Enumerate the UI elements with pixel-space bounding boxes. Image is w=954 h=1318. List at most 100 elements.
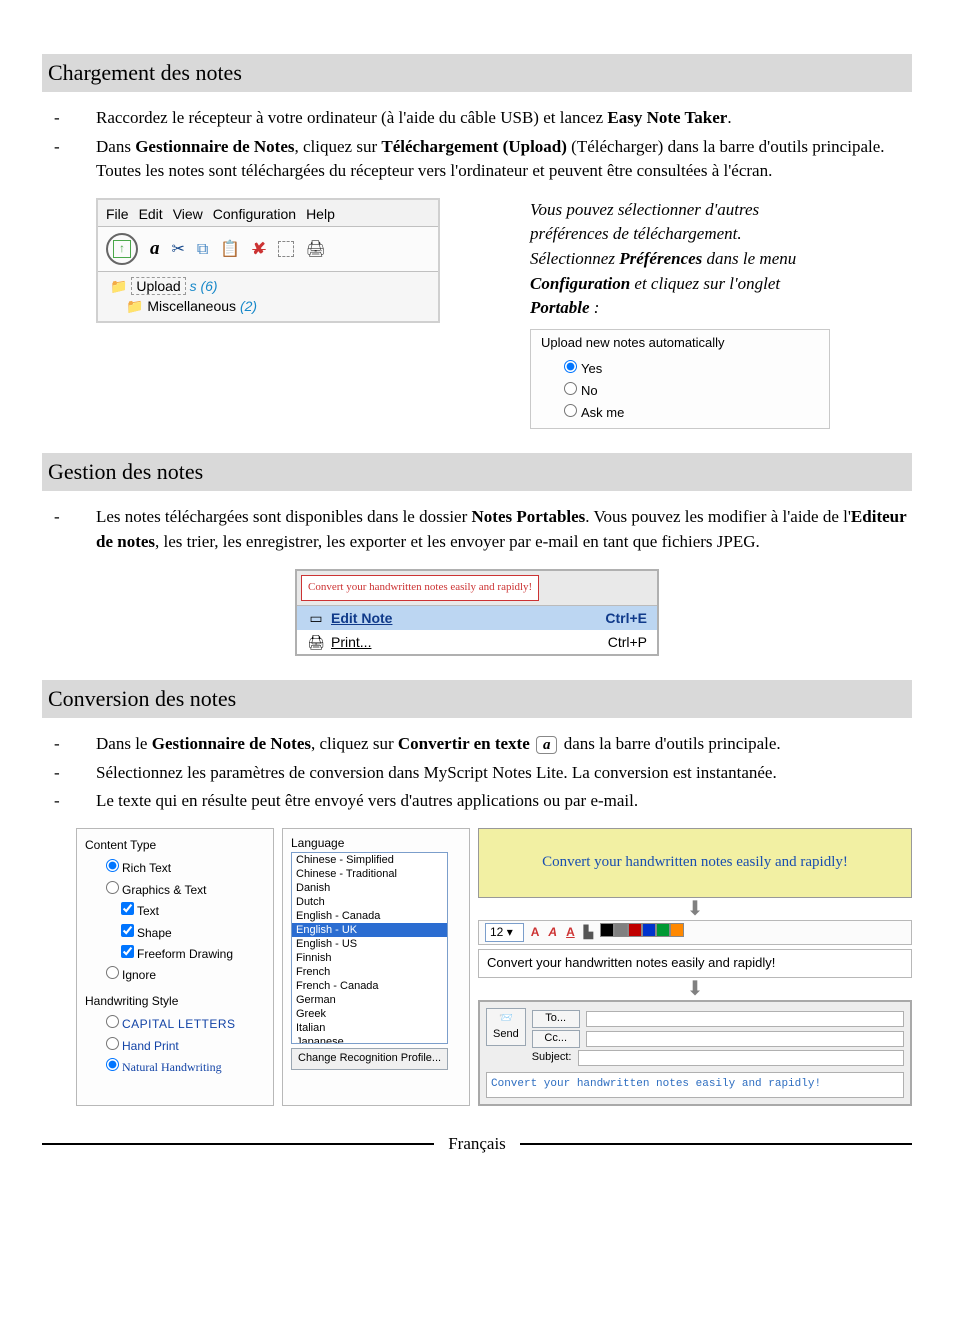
language-option[interactable]: Finnish [292, 951, 447, 965]
print-icon: 🖨 [307, 632, 325, 652]
radio-input[interactable] [564, 404, 577, 417]
select-value: 12 [490, 925, 503, 939]
cc-button[interactable]: Cc... [532, 1030, 580, 1048]
color-swatch[interactable] [656, 923, 670, 937]
option-label: Hand Print [122, 1039, 179, 1053]
cc-input[interactable] [586, 1031, 904, 1047]
cut-icon[interactable]: ✂ [172, 238, 185, 261]
email-body[interactable]: Convert your handwritten notes easily an… [486, 1072, 904, 1098]
change-profile-button[interactable]: Change Recognition Profile... [291, 1048, 448, 1070]
menu-edit[interactable]: Edit [139, 204, 163, 224]
option-label: Shape [137, 926, 172, 940]
language-option[interactable]: English - Canada [292, 909, 447, 923]
print-icon[interactable]: 🖨 [306, 238, 326, 261]
radio-yes[interactable]: Yes [559, 357, 819, 379]
fontsize-select[interactable]: 12 ▾ [485, 923, 524, 942]
bullet-list: Les notes téléchargées sont disponibles … [42, 505, 912, 554]
language-listbox[interactable]: Chinese - SimplifiedChinese - Traditiona… [291, 852, 448, 1044]
language-option[interactable]: Greek [292, 1007, 447, 1021]
text: Portable [530, 298, 590, 317]
color-swatch[interactable] [670, 923, 684, 937]
underline-a-icon[interactable]: A [564, 924, 577, 941]
color-swatch[interactable] [600, 923, 614, 937]
language-option[interactable]: Dutch [292, 895, 447, 909]
document-page: Chargement des notes Raccordez le récept… [2, 0, 952, 1177]
language-option[interactable]: Italian [292, 1021, 447, 1035]
list-item: Sélectionnez les paramètres de conversio… [42, 761, 912, 786]
section-heading: Gestion des notes [42, 453, 912, 491]
menu-help[interactable]: Help [306, 204, 335, 224]
menu-configuration[interactable]: Configuration [213, 204, 296, 224]
menu-file[interactable]: File [106, 204, 129, 224]
text: Gestionnaire de Notes [135, 137, 294, 156]
language-option[interactable]: English - UK [292, 923, 447, 937]
option-capital[interactable]: CAPITAL LETTERS [101, 1012, 265, 1033]
radio-input[interactable] [564, 382, 577, 395]
menu-shortcut: Ctrl+P [589, 632, 647, 652]
menu-view[interactable]: View [173, 204, 203, 224]
section-heading: Chargement des notes [42, 54, 912, 92]
radio-input[interactable] [106, 881, 119, 894]
text: Configuration [530, 274, 630, 293]
tree-label: Upload [131, 277, 185, 295]
select-icon[interactable] [278, 241, 294, 257]
to-button[interactable]: To... [532, 1010, 580, 1028]
converted-text: Convert your handwritten notes easily an… [478, 949, 912, 978]
send-button[interactable]: 📨Send [486, 1008, 526, 1046]
group-heading: Handwriting Style [85, 993, 265, 1010]
language-option[interactable]: Chinese - Traditional [292, 867, 447, 881]
delete-icon[interactable]: ✘ [252, 238, 265, 261]
radio-input[interactable] [106, 966, 119, 979]
language-option[interactable]: Japanese [292, 1035, 447, 1044]
option-ignore[interactable]: Ignore [101, 963, 265, 984]
radio-input[interactable] [106, 859, 119, 872]
radio-input[interactable] [564, 360, 577, 373]
checkbox-input[interactable] [121, 902, 134, 915]
highlight-icon[interactable]: ▙ [582, 924, 595, 941]
bold-a-icon[interactable]: A [529, 924, 542, 941]
subject-input[interactable] [578, 1050, 904, 1066]
convert-icon[interactable]: a [150, 235, 160, 263]
paste-icon[interactable]: 📋 [220, 238, 240, 261]
language-option[interactable]: Danish [292, 881, 447, 895]
text: Convertir en texte [398, 734, 530, 753]
radio-input[interactable] [106, 1058, 119, 1071]
language-option[interactable]: English - US [292, 937, 447, 951]
checkbox-input[interactable] [121, 924, 134, 937]
copy-icon[interactable]: ⧉ [197, 238, 208, 261]
upload-pref-panel: Upload new notes automatically Yes No As… [530, 329, 830, 429]
to-input[interactable] [586, 1011, 904, 1027]
tree-item-uploads[interactable]: Upload s (6) [110, 276, 430, 296]
language-option[interactable]: German [292, 993, 447, 1007]
language-option[interactable]: French - Canada [292, 979, 447, 993]
option-text[interactable]: Text [117, 899, 265, 920]
tree-item-misc[interactable]: Miscellaneous (2) [126, 296, 430, 316]
upload-icon[interactable]: ↑ [106, 233, 138, 265]
option-graphics[interactable]: Graphics & Text [101, 878, 265, 899]
color-swatch[interactable] [614, 923, 628, 937]
option-richtext[interactable]: Rich Text [101, 856, 265, 877]
radio-askme[interactable]: Ask me [559, 401, 819, 423]
language-option[interactable]: Chinese - Simplified [292, 853, 447, 867]
option-label: Graphics & Text [122, 883, 206, 897]
text: Easy Note Taker [607, 108, 727, 127]
option-handprint[interactable]: Hand Print [101, 1034, 265, 1055]
option-shape[interactable]: Shape [117, 921, 265, 942]
radio-input[interactable] [106, 1015, 119, 1028]
checkbox-input[interactable] [121, 945, 134, 958]
divider [42, 1143, 434, 1145]
bullet-list: Raccordez le récepteur à votre ordinateu… [42, 106, 912, 184]
color-swatch[interactable] [642, 923, 656, 937]
italic-a-icon[interactable]: A [546, 924, 559, 941]
option-label: Rich Text [122, 861, 171, 875]
radio-input[interactable] [106, 1037, 119, 1050]
group-heading: Content Type [85, 837, 265, 854]
menu-item-print[interactable]: 🖨 Print... Ctrl+P [297, 630, 657, 654]
radio-no[interactable]: No [559, 379, 819, 401]
option-natural[interactable]: Natural Handwriting [101, 1055, 265, 1076]
color-swatch[interactable] [628, 923, 642, 937]
language-option[interactable]: French [292, 965, 447, 979]
menu-item-editnote[interactable]: ▭ Edit Note Ctrl+E [297, 606, 657, 630]
option-freeform[interactable]: Freeform Drawing [117, 942, 265, 963]
toolbar-screenshot: File Edit View Configuration Help ↑ a ✂ … [96, 198, 440, 323]
